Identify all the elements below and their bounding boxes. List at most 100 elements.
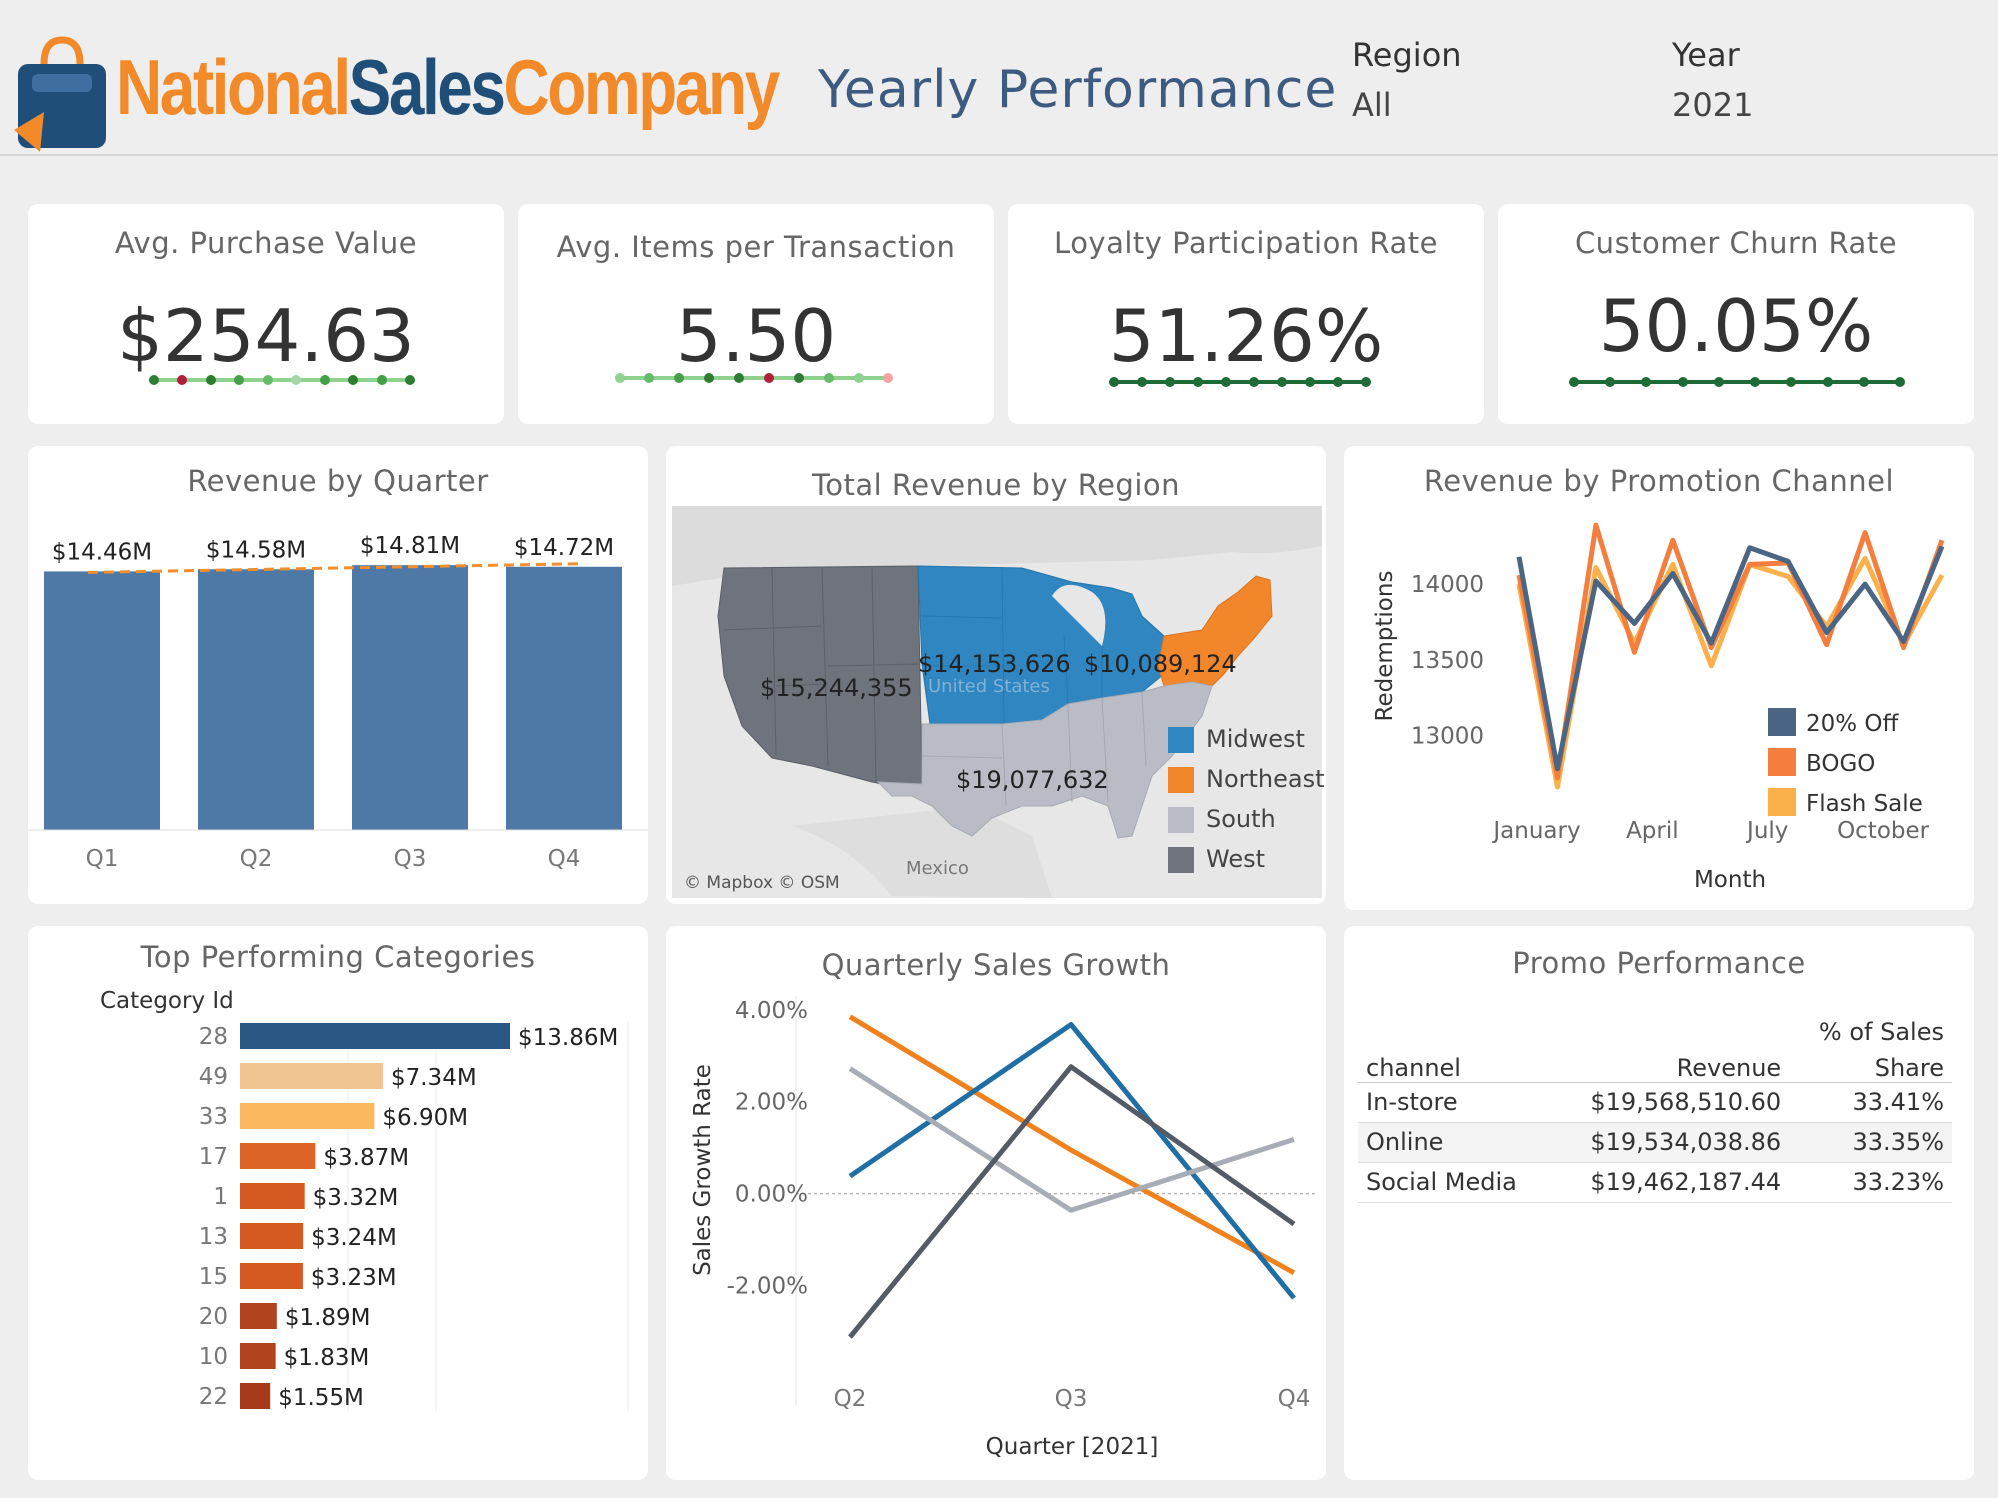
category-id-label: 10	[199, 1344, 228, 1370]
bar-data-label: $1.55M	[278, 1385, 364, 1411]
category-id-label: 20	[199, 1304, 228, 1330]
kpi-sparkline	[1109, 377, 1371, 387]
kpi-value: 5.50	[675, 294, 837, 378]
map-legend-item[interactable]: West	[1168, 844, 1265, 874]
column-header-channel[interactable]: channel	[1358, 1046, 1551, 1083]
kpi-title: Avg. Items per Transaction	[556, 230, 956, 264]
revenue-by-quarter-chart[interactable]: $14.46M Q1 $14.58M Q2 $14.81M Q3 $14.72M Q4	[28, 446, 648, 904]
category-bar[interactable]	[240, 1023, 510, 1049]
category-bar[interactable]	[240, 1143, 316, 1169]
kpi-card-avg-purchase: Avg. Purchase Value $254.63	[28, 204, 504, 424]
category-bar[interactable]	[240, 1303, 277, 1329]
y-axis-title: Redemptions	[1372, 571, 1398, 722]
promotion-channel-chart[interactable]: 13000 13500 14000 January April July October Mo…	[1344, 446, 1974, 910]
brand-word-2: Sales	[348, 43, 506, 131]
bar-data-label: $6.90M	[382, 1105, 468, 1131]
category-bar[interactable]	[240, 1343, 276, 1369]
table-row[interactable]: In-store $19,568,510.60 33.41%	[1358, 1081, 1952, 1122]
chart-title: Promo Performance	[1512, 946, 1806, 980]
bar-data-label: $14.81M	[360, 533, 460, 559]
table-row[interactable]: Social Media $19,462,187.44 33.23%	[1358, 1161, 1952, 1203]
sales-growth-chart[interactable]: 4.00% 2.00% 0.00% -2.00% Q2 Q3 Q4 Quarter [2021…	[666, 926, 1326, 1480]
revenue-by-promotion-card: Revenue by Promotion Channel 13000 13500 1…	[1344, 446, 1974, 910]
top-categories-chart[interactable]: Category Id 28 $13.86M 49 $7.34M 33 $6.90M 17 $3…	[28, 926, 648, 1480]
category-id-label: 33	[199, 1104, 228, 1130]
chart-title: Top Performing Categories	[140, 940, 536, 974]
column-header-share[interactable]: Share	[1789, 1046, 1952, 1083]
brand-word-1: National	[116, 43, 351, 131]
legend-swatch	[1168, 847, 1194, 873]
growth-series-line-1	[848, 1014, 1296, 1275]
year-filter-label: Year	[1672, 36, 1740, 74]
map-attribution[interactable]: © Mapbox © OSM	[684, 873, 840, 893]
table-cell-channel: Online	[1358, 1121, 1551, 1162]
kpi-sparkline	[615, 373, 893, 383]
column-header-revenue[interactable]: Revenue	[1550, 1046, 1790, 1083]
x-tick-label: Q2	[834, 1386, 867, 1412]
region-south[interactable]	[876, 681, 1213, 839]
kpi-sparkline	[1569, 377, 1905, 387]
bar-data-label: $1.83M	[284, 1345, 370, 1371]
legend-swatch	[1168, 807, 1194, 833]
year-filter-value[interactable]: 2021	[1672, 86, 1754, 124]
x-tick-label: Q2	[240, 846, 273, 872]
region-filter[interactable]: Region All	[1352, 36, 1462, 124]
page-title: Yearly Performance	[818, 60, 1338, 120]
kpi-title: Avg. Purchase Value	[114, 226, 418, 260]
brand-wordmark: NationalSalesCompany	[116, 42, 780, 133]
category-bar[interactable]	[240, 1063, 383, 1089]
column-header-top: % of Sales	[1818, 1018, 1944, 1046]
category-bar[interactable]	[240, 1383, 271, 1409]
category-id-label: 17	[199, 1144, 228, 1170]
bar-q2[interactable]	[198, 569, 314, 830]
map-label-south: $19,077,632	[956, 766, 1109, 794]
year-filter[interactable]: Year 2021	[1672, 36, 1753, 124]
bar-q1[interactable]	[44, 571, 160, 830]
revenue-by-region-card: Total Revenue by Region $15,244,355 $14,…	[666, 446, 1326, 904]
x-tick-label: Q3	[394, 846, 427, 872]
y-tick-label: -2.00%	[727, 1274, 808, 1300]
top-categories-card: Top Performing Categories Category Id 28 $…	[28, 926, 648, 1480]
category-id-label: 1	[213, 1184, 228, 1210]
x-axis-title: Month	[1694, 867, 1766, 893]
table-cell-share: 33.41%	[1789, 1081, 1952, 1122]
kpi-sparkline	[149, 375, 415, 385]
legend-label: South	[1206, 805, 1276, 833]
map-label-west: $15,244,355	[760, 674, 913, 702]
table-cell-revenue: $19,462,187.44	[1550, 1161, 1790, 1203]
map-label-northeast: $10,089,124	[1084, 650, 1237, 678]
legend-swatch	[1768, 788, 1796, 816]
region-filter-value[interactable]: All	[1352, 86, 1392, 124]
map-legend-item[interactable]: South	[1168, 804, 1276, 834]
y-tick-label: 13000	[1411, 723, 1484, 749]
bar-data-label: $14.72M	[514, 535, 614, 561]
legend-swatch	[1768, 708, 1796, 736]
category-bar[interactable]	[240, 1263, 303, 1289]
chart-title: Total Revenue by Region	[811, 468, 1181, 502]
region-west[interactable]	[717, 565, 923, 789]
map-legend-item[interactable]: Northeast	[1168, 764, 1325, 794]
x-tick-label: April	[1626, 818, 1679, 844]
table-row[interactable]: Online $19,534,038.86 33.35%	[1358, 1121, 1952, 1162]
x-tick-label: October	[1837, 818, 1930, 844]
legend-swatch	[1768, 748, 1796, 776]
legend-label: Midwest	[1206, 725, 1305, 753]
bar-data-label: $13.86M	[518, 1025, 618, 1051]
category-bar[interactable]	[240, 1223, 304, 1249]
table-cell-share: 33.23%	[1789, 1161, 1952, 1203]
bar-q3[interactable]	[352, 565, 468, 830]
growth-series-line-4	[848, 1064, 1296, 1339]
region-filter-label: Region	[1352, 36, 1462, 74]
category-id-label: 49	[199, 1064, 228, 1090]
bar-q4[interactable]	[506, 566, 622, 830]
category-bar[interactable]	[240, 1183, 305, 1209]
revenue-by-quarter-card: Revenue by Quarter $14.46M Q1 $14.58M Q2 $14…	[28, 446, 648, 904]
map-legend-item[interactable]: Midwest	[1168, 724, 1305, 754]
category-bar[interactable]	[240, 1103, 375, 1129]
bar-data-label: $3.87M	[323, 1145, 409, 1171]
region-map[interactable]: $15,244,355 $14,153,626 $10,089,124 $19,…	[672, 506, 1322, 898]
shopping-bag-logo-icon	[14, 36, 106, 152]
table-cell-revenue: $19,534,038.86	[1550, 1121, 1790, 1162]
map-label-midwest: $14,153,626	[918, 650, 1071, 678]
bar-data-label: $3.23M	[311, 1265, 397, 1291]
